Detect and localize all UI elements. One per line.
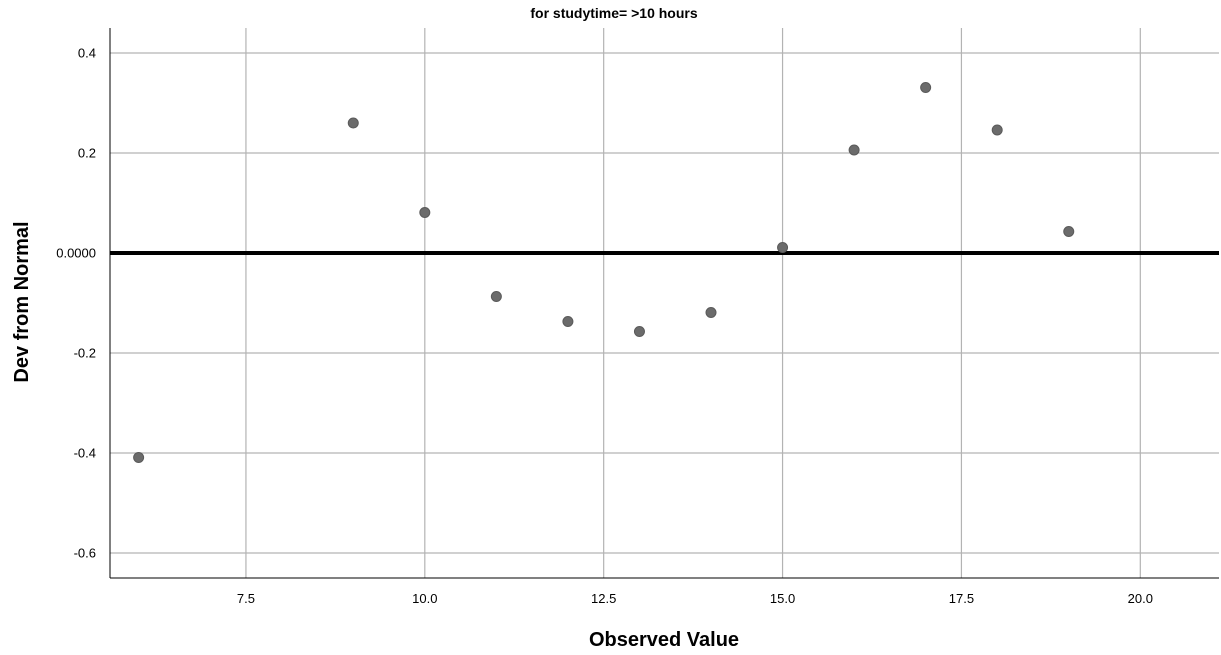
data-point [991, 124, 1003, 136]
axes [109, 28, 1219, 579]
data-point [1063, 226, 1075, 237]
data-points [133, 82, 1075, 463]
data-point [633, 326, 645, 337]
data-point [419, 207, 431, 218]
grid [110, 28, 1219, 578]
x-tick-label: 17.5 [949, 591, 974, 606]
y-axis-label: Dev from Normal [11, 221, 33, 382]
x-axis-label: Observed Value [589, 629, 739, 651]
data-point [920, 82, 932, 93]
y-tick-label: -0.6 [74, 546, 96, 561]
y-tick-label: -0.4 [74, 446, 96, 461]
data-point [777, 242, 789, 253]
x-tick-label: 15.0 [770, 591, 795, 606]
data-point [347, 117, 359, 129]
y-tick-label: -0.2 [74, 346, 96, 361]
y-tick-label: 0.0000 [56, 246, 96, 261]
data-point [133, 452, 145, 463]
x-tick-label: 12.5 [591, 591, 616, 606]
y-tick-label: 0.4 [78, 46, 96, 61]
x-tick-label: 7.5 [237, 591, 255, 606]
tick-labels: 7.5 10.0 12.5 15.0 17.5 20.0 0.4 0.2 0.0000 -0.2 -… [56, 46, 1153, 607]
data-point [562, 316, 574, 327]
data-point [490, 291, 502, 302]
y-tick-label: 0.2 [78, 146, 96, 161]
chart-title: for studytime= >10 hours [530, 5, 697, 21]
x-tick-label: 10.0 [412, 591, 437, 606]
x-tick-label: 20.0 [1128, 591, 1153, 606]
data-point [848, 144, 860, 156]
data-point [705, 307, 717, 318]
